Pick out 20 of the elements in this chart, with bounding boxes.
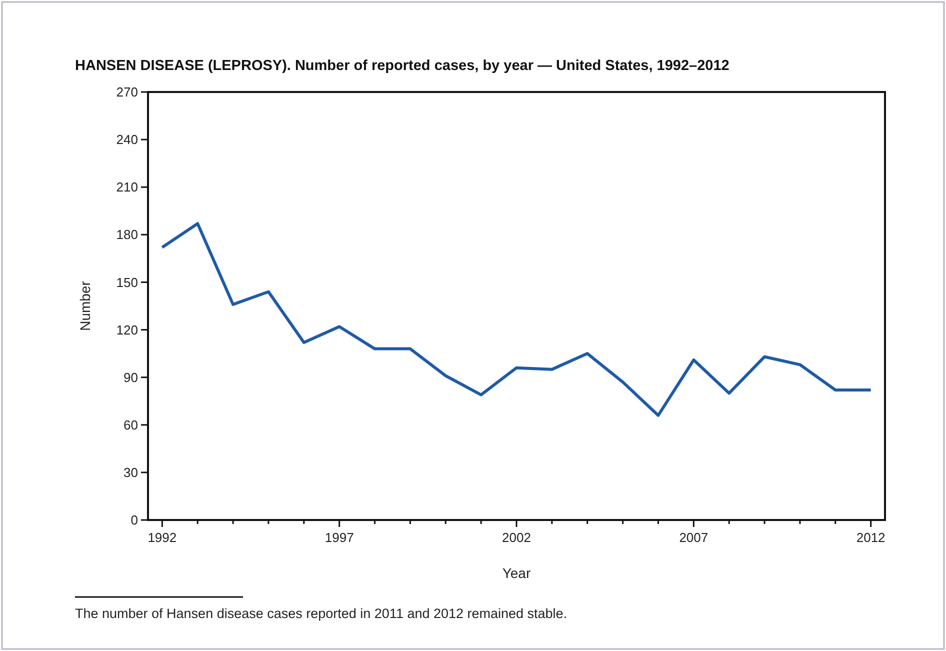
y-tick-label: 30	[124, 464, 138, 480]
y-tick-label: 270	[116, 84, 138, 100]
text: The number of Hansen disease cases reported in 2011 and 2012 remained stable.	[75, 606, 568, 621]
x-axis-title: Year	[502, 565, 531, 581]
x-tick-label: 1997	[324, 530, 354, 545]
y-tick-label: 240	[116, 132, 138, 148]
y-tick-label: 210	[116, 180, 138, 195]
x-tick-label: 2007	[679, 530, 708, 545]
y-tick-label: 60	[124, 417, 138, 432]
y-tick-label: 90	[124, 370, 138, 385]
x-tick-label: 2002	[502, 530, 531, 545]
y-axis-title: Number	[77, 280, 93, 331]
x-tick-label: 2012	[856, 530, 886, 545]
chart-title: HANSEN DISEASE (LEPROSY). Number of reported cases, by year — United States, 1992–2012	[75, 58, 730, 74]
y-tick-label: 120	[116, 322, 138, 338]
line-series	[160, 222, 872, 417]
x-tick-label: 1992	[148, 530, 177, 545]
y-tick-label: 0	[130, 512, 138, 528]
y-tick-label: 180	[116, 227, 138, 242]
y-tick-label: 150	[116, 274, 138, 290]
